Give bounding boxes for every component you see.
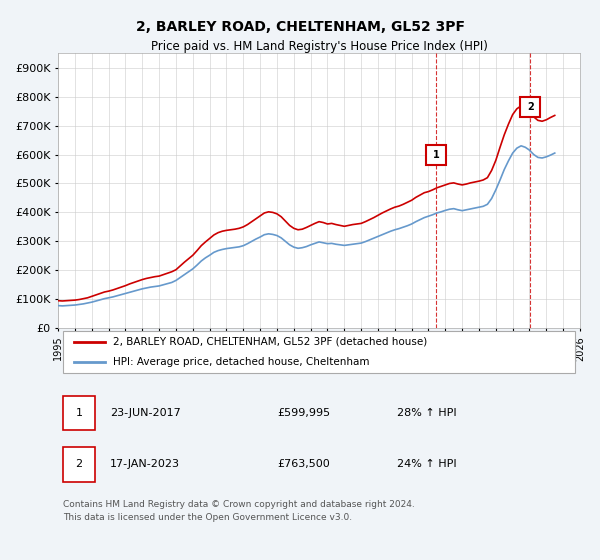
Text: 1: 1 [76, 408, 83, 418]
Text: 1: 1 [433, 150, 440, 160]
FancyBboxPatch shape [64, 395, 95, 431]
Title: Price paid vs. HM Land Registry's House Price Index (HPI): Price paid vs. HM Land Registry's House … [151, 40, 488, 53]
Text: 23-JUN-2017: 23-JUN-2017 [110, 408, 181, 418]
FancyBboxPatch shape [64, 330, 575, 374]
Text: 24% ↑ HPI: 24% ↑ HPI [397, 459, 457, 469]
Text: HPI: Average price, detached house, Cheltenham: HPI: Average price, detached house, Chel… [113, 357, 370, 367]
Text: £763,500: £763,500 [277, 459, 330, 469]
Text: Contains HM Land Registry data © Crown copyright and database right 2024.
This d: Contains HM Land Registry data © Crown c… [64, 500, 415, 521]
Text: 2: 2 [76, 459, 83, 469]
Text: 2: 2 [527, 102, 533, 112]
Text: 2, BARLEY ROAD, CHELTENHAM, GL52 3PF: 2, BARLEY ROAD, CHELTENHAM, GL52 3PF [136, 20, 464, 34]
Text: 28% ↑ HPI: 28% ↑ HPI [397, 408, 457, 418]
Text: £599,995: £599,995 [277, 408, 331, 418]
FancyBboxPatch shape [64, 447, 95, 482]
Text: 17-JAN-2023: 17-JAN-2023 [110, 459, 181, 469]
Text: 2, BARLEY ROAD, CHELTENHAM, GL52 3PF (detached house): 2, BARLEY ROAD, CHELTENHAM, GL52 3PF (de… [113, 337, 427, 347]
